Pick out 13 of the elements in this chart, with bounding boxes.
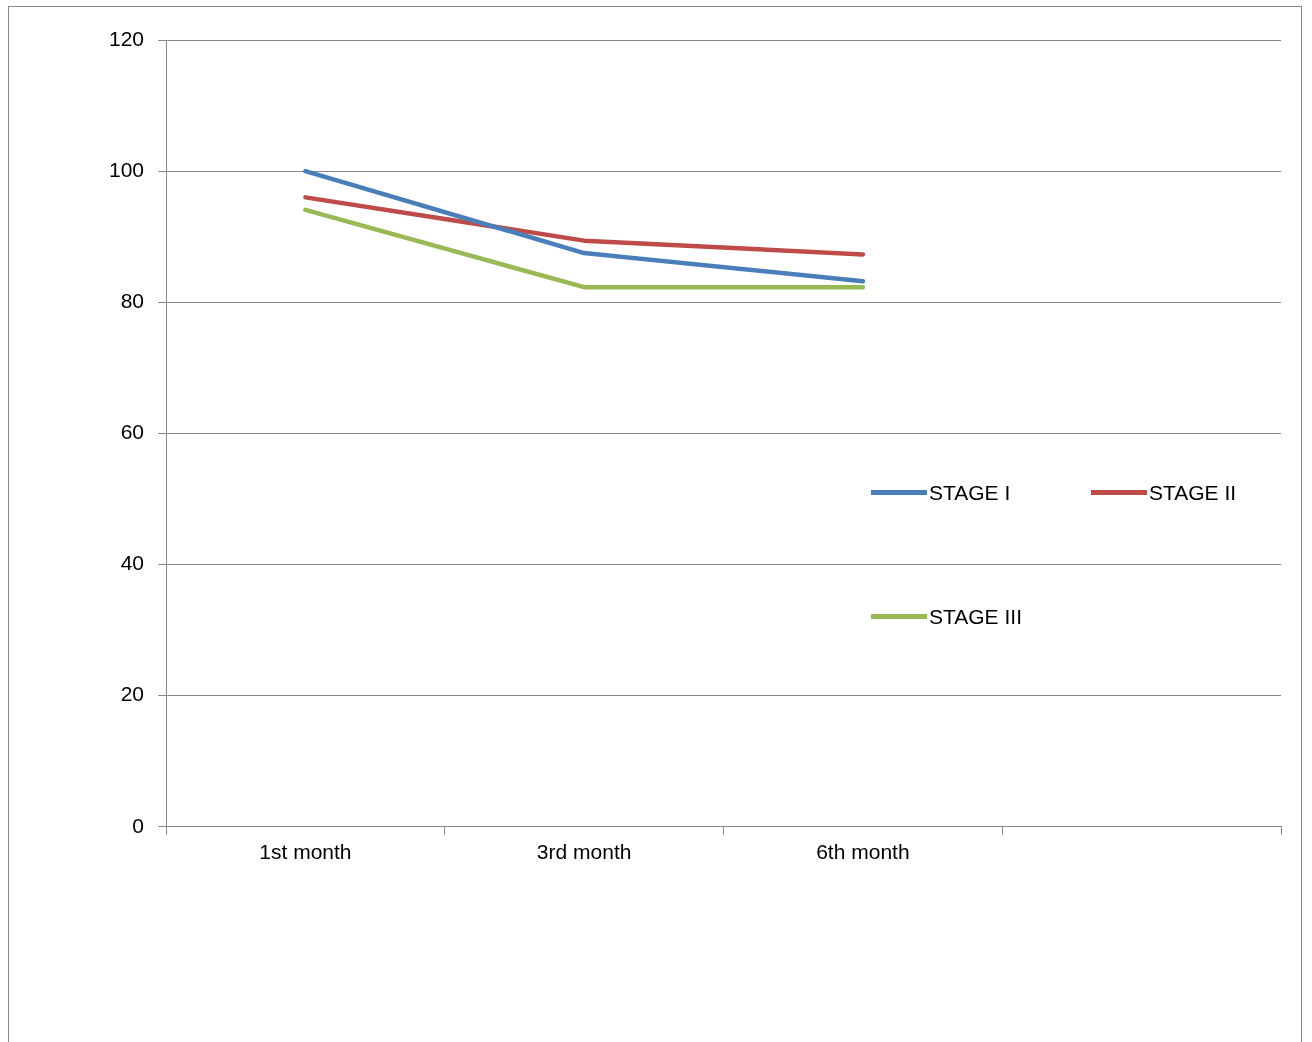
legend-label: STAGE I [929,480,1011,505]
x-tick-label: 1st month [259,840,352,864]
legend-label: STAGE III [929,604,1022,629]
y-tick-label: 120 [108,26,145,50]
y-tick-label: 20 [120,682,145,706]
legend-label: STAGE II [1149,480,1237,505]
x-tick-label: 6th month [816,840,910,864]
y-tick-label: 80 [120,289,145,313]
y-tick-label: 40 [120,551,145,575]
x-tick-label: 3rd month [536,840,632,864]
y-tick-label: 0 [132,813,145,837]
y-tick-label: 60 [120,420,145,444]
y-tick-label: 100 [108,157,145,181]
